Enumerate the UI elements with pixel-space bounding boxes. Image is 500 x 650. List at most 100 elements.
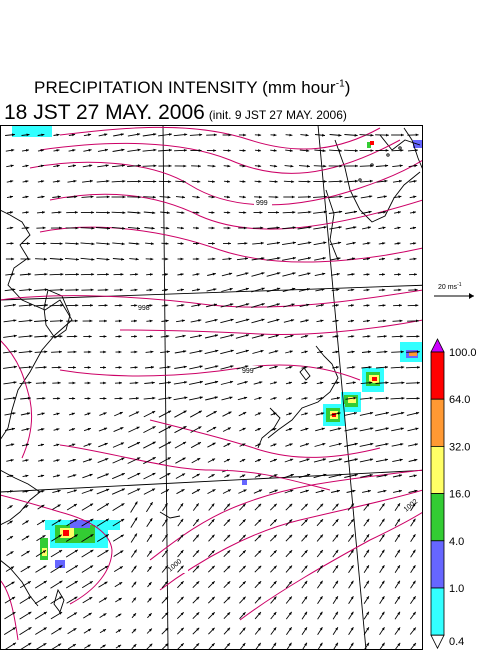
wind-vector-head <box>412 565 416 569</box>
wind-vector-head <box>227 534 231 538</box>
wind-vector-head <box>277 272 281 275</box>
wind-vector-head <box>353 210 357 214</box>
wind-vector-head <box>214 318 218 322</box>
wind-vector-head <box>60 303 64 307</box>
wind-vector-head <box>59 335 63 338</box>
wind-vector-head <box>400 149 404 152</box>
wind-vector-head <box>90 565 94 569</box>
wind-vector-head <box>305 443 309 446</box>
wind-vector-head <box>180 503 184 507</box>
wind-vector-head <box>168 133 172 136</box>
wind-vector-head <box>56 443 60 447</box>
wind-vector-head <box>168 381 171 384</box>
wind-vector-head <box>288 611 292 615</box>
wind-vector-head <box>117 629 122 633</box>
wind-vector-head <box>243 211 247 214</box>
wind-vector-head <box>304 503 308 507</box>
wind-vector-head <box>198 164 201 168</box>
wind-vector-head <box>119 288 123 292</box>
wind-vector-head <box>106 179 110 183</box>
wind-vector-head <box>242 565 246 569</box>
wind-vector-head <box>40 459 44 462</box>
wind-vector-head <box>381 596 385 600</box>
wind-vector-head <box>412 534 416 538</box>
wind-vector-head <box>307 180 311 183</box>
wind-vector-head <box>104 319 107 323</box>
wind-vector-head <box>9 505 13 509</box>
wind-vector-head <box>152 396 156 400</box>
wind-vector-head <box>42 550 46 554</box>
wind-vector-head <box>275 350 279 353</box>
wind-vector-head <box>353 412 357 415</box>
wind-vector-head <box>304 580 308 585</box>
isobar-label: 999 <box>242 368 254 375</box>
wind-vector-head <box>416 350 420 354</box>
wind-vector-head <box>105 550 109 553</box>
wind-vector-head <box>215 365 219 368</box>
wind-vector-head <box>102 644 106 648</box>
wind-vector-head <box>213 411 217 414</box>
wind-vector-head <box>10 459 14 462</box>
wind-vector-head <box>122 195 126 199</box>
wind-vector-head <box>74 565 78 568</box>
wind-vector-head <box>288 627 292 631</box>
wind-vector-head <box>91 273 95 276</box>
wind-vector-head <box>136 397 139 400</box>
wind-vector-head <box>26 242 30 245</box>
wind-vector-head <box>323 164 327 168</box>
wind-vector-head <box>305 319 309 322</box>
wind-vector-head <box>72 149 76 152</box>
wind-vector-head <box>12 303 16 307</box>
wind-vector-head <box>56 459 60 462</box>
wind-vector-head <box>9 536 13 539</box>
wind-vector-head <box>242 581 246 585</box>
wind-vector-head <box>133 565 137 569</box>
wind-vector-head <box>227 149 231 152</box>
wind-vector-head <box>196 612 200 616</box>
wind-vector-head <box>258 534 262 538</box>
wind-vector-head <box>211 519 215 523</box>
wind-vector-head <box>136 242 140 246</box>
wind-vector-head <box>105 473 109 477</box>
wind-vector-head <box>196 596 200 600</box>
wind-vector-head <box>13 396 17 400</box>
wind-vector-head <box>273 581 277 585</box>
wind-vector-head <box>244 381 248 384</box>
wind-vector-head <box>121 503 125 507</box>
wind-vector-head <box>369 195 373 198</box>
wind-vector-head <box>214 396 218 399</box>
colorbar-level-label: 16.0 <box>449 489 470 501</box>
wind-vector-head <box>28 288 32 292</box>
wind-vector-head <box>121 519 125 522</box>
wind-vector-head <box>273 397 277 400</box>
wind-vector-head <box>397 226 401 230</box>
wind-vector-head <box>321 489 325 493</box>
wind-vector-head <box>27 396 31 400</box>
wind-vector-head <box>152 473 156 476</box>
wind-vector-head <box>292 226 296 229</box>
wind-vector-head <box>180 581 184 585</box>
wind-vector-head <box>9 195 13 199</box>
wind-vector-head <box>13 365 17 369</box>
wind-vector-head <box>273 627 277 631</box>
wind-vector-head <box>164 518 168 522</box>
wind-vector-head <box>103 597 107 601</box>
wind-vector-head <box>304 565 308 569</box>
wind-vector-head <box>25 443 29 447</box>
wind-vector-head <box>244 396 248 400</box>
wind-vector-head <box>11 427 15 431</box>
wind-vector-head <box>136 442 140 445</box>
wind-vector-head <box>134 335 137 338</box>
wind-vector-head <box>149 273 153 276</box>
wind-vector-head <box>211 474 215 477</box>
wind-vector-head <box>197 180 201 183</box>
wind-vector-head <box>165 288 168 292</box>
wind-vector-head <box>258 596 261 600</box>
wind-vector-head <box>273 565 277 569</box>
wind-vector-head <box>183 410 187 414</box>
wind-vector-head <box>227 581 231 585</box>
wind-vector-head <box>9 211 13 214</box>
wind-vector-head <box>74 195 78 199</box>
wind-vector-head <box>165 242 169 245</box>
wind-vector-head <box>90 304 93 307</box>
